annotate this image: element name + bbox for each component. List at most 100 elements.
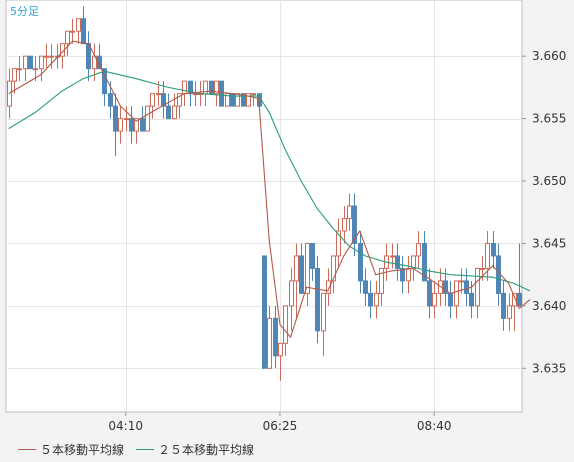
legend: ５本移動平均線 ２５本移動平均線 [0,438,574,458]
candle-body-60 [326,280,331,294]
candle-body-65 [352,205,357,244]
candle-body-3 [23,55,28,70]
legend-item-ma5: ５本移動平均線 [18,441,124,458]
candle-body-14 [81,18,86,45]
candle-body-84 [454,280,459,307]
candle-body-11 [65,30,70,45]
candle-body-74 [400,267,405,282]
candle-body-70 [379,267,384,294]
candle-body-32 [177,93,182,107]
candle-body-95 [512,292,517,307]
candle-body-33 [182,80,187,95]
candle-body-8 [49,55,54,58]
candle-body-79 [427,280,432,307]
candle-body-86 [464,280,469,294]
candle-body-27 [150,93,155,107]
ma5-line [8,40,531,339]
candle-body-68 [368,292,373,307]
candle-body-21 [118,118,123,132]
candle-body-25 [140,118,145,132]
candle-body-13 [76,18,81,32]
x-tick-label-2: 08:40 [417,419,452,433]
candle-body-2 [17,68,22,71]
candle-body-28 [156,93,161,96]
timeframe-label: 5分足 [10,5,39,18]
legend-item-ma25: ２５本移動平均線 [136,441,254,458]
candle-body-78 [422,242,427,282]
candle-body-55 [299,255,304,294]
candle-body-59 [321,292,326,332]
candle-body-44 [241,93,246,107]
candle-body-58 [315,267,320,332]
candle-body-88 [475,267,480,307]
candle-body-22 [124,118,129,121]
candle-body-69 [374,292,379,307]
y-tick-label-0: 3.660 [532,49,566,63]
candle-body-48 [262,255,267,369]
candle-body-6 [39,55,44,70]
candle-body-82 [443,280,448,294]
legend-label-ma25: ２５本移動平均線 [158,443,255,457]
candle-body-23 [129,118,134,132]
candle-body-4 [28,55,33,70]
candle-body-77 [416,242,421,257]
candle-body-50 [273,317,278,357]
candle-body-29 [161,93,166,107]
candle-body-39 [214,80,219,95]
legend-label-ma5: ５本移動平均線 [40,443,125,457]
candle-body-80 [432,292,437,307]
candle-body-90 [485,242,490,269]
candle-body-56 [305,242,310,294]
candle-body-66 [358,242,363,282]
candle-body-96 [517,292,522,307]
y-tick-label-5: 3.635 [532,361,566,375]
candle-body-91 [491,242,496,257]
candle-body-87 [469,292,474,307]
candle-body-62 [336,230,341,257]
candle-body-89 [480,267,485,270]
y-tick-label-3: 3.645 [532,236,566,250]
candle-body-51 [278,342,283,357]
candle-body-63 [342,217,347,232]
candle-body-7 [44,55,49,58]
candle-body-19 [108,93,113,107]
y-tick-label-1: 3.655 [532,112,566,126]
candle-body-73 [395,255,400,269]
candle-body-5 [33,68,38,71]
candle-body-54 [294,255,299,282]
candle-body-75 [406,267,411,282]
x-tick-label-1: 06:25 [263,419,298,433]
candle-body-46 [251,93,256,96]
candle-body-18 [102,68,107,95]
y-tick-label-4: 3.640 [532,299,566,313]
candlestick-chart: 3.660 3.655 3.650 3.645 3.640 3.635 04:10 06:25… [5,0,567,433]
legend-swatch-ma5 [18,449,36,450]
candle-body-45 [246,93,251,107]
candle-body-53 [289,280,294,307]
candle-body-92 [496,255,501,294]
candle-body-26 [145,105,150,132]
candle-body-49 [267,317,272,369]
candle-body-72 [390,255,395,258]
candle-body-52 [283,305,288,344]
x-tick-label-0: 04:10 [108,419,143,433]
candle-body-1 [12,68,17,82]
candle-body-34 [188,80,193,95]
y-tick-label-2: 3.650 [532,174,566,188]
candle-body-67 [363,280,368,294]
candle-body-93 [501,292,506,319]
candle-body-57 [310,242,315,269]
candle-body-43 [235,93,240,107]
candle-body-20 [113,105,118,132]
candle-body-30 [166,105,171,120]
candle-body-40 [219,80,224,107]
legend-swatch-ma25 [136,449,154,450]
candle-body-94 [507,305,512,319]
candle-body-12 [70,30,75,33]
candle-body-64 [347,205,352,219]
candle-body-85 [459,280,464,283]
candle-body-35 [193,93,198,96]
candle-body-24 [134,118,139,132]
candle-body-38 [209,80,214,95]
